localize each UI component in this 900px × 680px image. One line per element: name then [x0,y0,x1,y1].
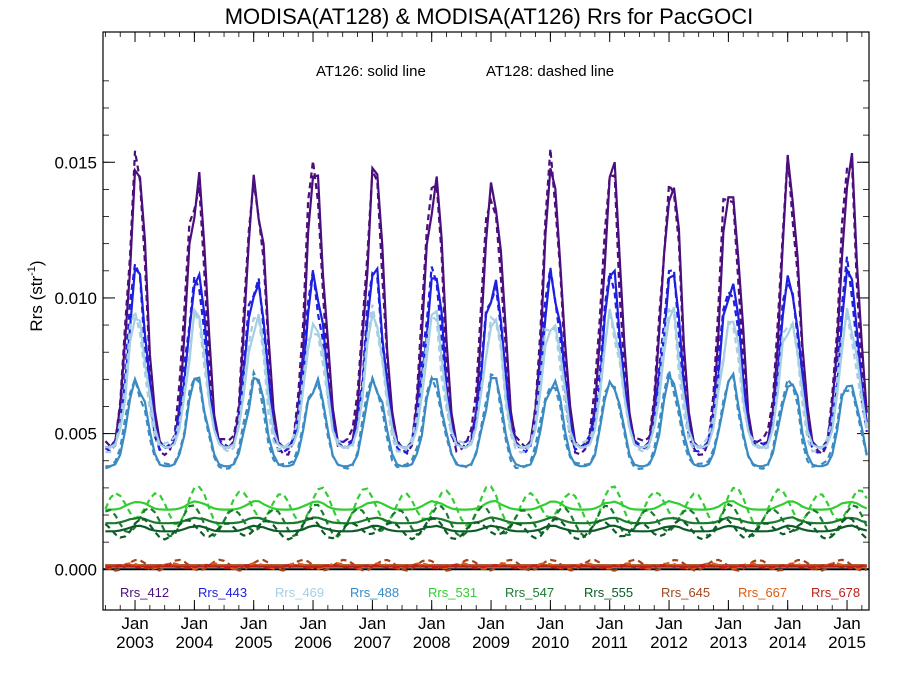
series-line-rrs-531-dashed [104,485,868,528]
x-tick-year-label: 2009 [472,633,510,652]
series-line-rrs-547-dashed [105,502,868,539]
y-axis-label-main: Rrs (str [27,276,46,332]
chart-title: MODISA(AT128) & MODISA(AT126) Rrs for Pa… [225,4,754,29]
legend-item-rrs-488: Rrs_488 [350,585,399,600]
series-line-rrs-555-dashed [104,516,868,541]
x-tick-month-label: Jan [655,614,682,633]
series-line-rrs-488-solid [105,371,868,468]
y-axis-label: Rrs (str-1) [26,260,46,331]
legend-item-rrs-678: Rrs_678 [811,585,860,600]
x-tick-year-label: 2013 [709,633,747,652]
x-tick-year-label: 2006 [294,633,332,652]
x-tick-month-label: Jan [299,614,326,633]
x-tick-month-label: Jan [833,614,860,633]
y-axis-label-superscript: -1 [26,266,38,276]
y-tick-label: 0.000 [54,560,97,579]
x-tick-year-label: 2011 [591,633,628,652]
y-tick-label: 0.010 [54,289,97,308]
y-axis-ticks: 0.000 0.005 0.010 0.015 [54,80,869,579]
x-tick-year-label: 2012 [650,633,688,652]
x-tick-month-label: Jan [240,614,267,633]
series-line-rrs-678-dashed [105,564,867,570]
x-tick-month-label: Jan [359,614,386,633]
x-tick-year-label: 2008 [413,633,451,652]
x-tick-year-label: 2014 [769,633,807,652]
legend-item-rrs-555: Rrs_555 [584,585,633,600]
y-tick-label: 0.015 [54,153,97,172]
series-line-rrs-412-dashed [104,148,868,457]
x-tick-month-label: Jan [477,614,504,633]
x-tick-year-label: 2003 [116,633,154,652]
series-line-rrs-469-dashed [105,304,868,454]
x-tick-month-label: Jan [537,614,564,633]
legend-item-rrs-667: Rrs_667 [738,585,787,600]
x-tick-year-label: 2005 [235,633,273,652]
y-axis-label-close: ) [27,260,46,266]
x-tick-month-label: Jan [181,614,208,633]
series-line-rrs-469-solid [105,306,868,449]
x-tick-month-label: Jan [715,614,742,633]
series-line-rrs-667-dashed [105,562,868,570]
y-tick-label: 0.005 [54,425,97,444]
x-tick-year-label: 2007 [353,633,391,652]
series-line-rrs-412-solid [105,152,868,449]
legend-item-rrs-443: Rrs_443 [198,585,247,600]
legend-item-rrs-547: Rrs_547 [505,585,554,600]
legend-item-rrs-645: Rrs_645 [661,585,710,600]
legend-item-rrs-412: Rrs_412 [120,585,169,600]
legend: Rrs_412 Rrs_443 Rrs_469 Rrs_488 Rrs_531 Rrs_5… [120,585,860,600]
x-tick-year-label: 2010 [531,633,569,652]
x-tick-year-label: 2015 [828,633,866,652]
x-axis-ticks: Jan2003Jan2004Jan2005Jan2006Jan2007Jan20… [104,32,866,652]
annotation-dashed: AT128: dashed line [486,63,614,80]
series-layer [104,148,868,572]
x-tick-month-label: Jan [418,614,445,633]
x-tick-month-label: Jan [774,614,801,633]
legend-item-rrs-469: Rrs_469 [275,585,324,600]
plot-frame [102,31,870,611]
x-tick-year-label: 2004 [175,633,213,652]
legend-item-rrs-531: Rrs_531 [428,585,477,600]
x-tick-month-label: Jan [596,614,623,633]
x-tick-month-label: Jan [121,614,148,633]
series-line-rrs-488-dashed [105,368,868,471]
annotation-solid: AT126: solid line [316,63,426,80]
